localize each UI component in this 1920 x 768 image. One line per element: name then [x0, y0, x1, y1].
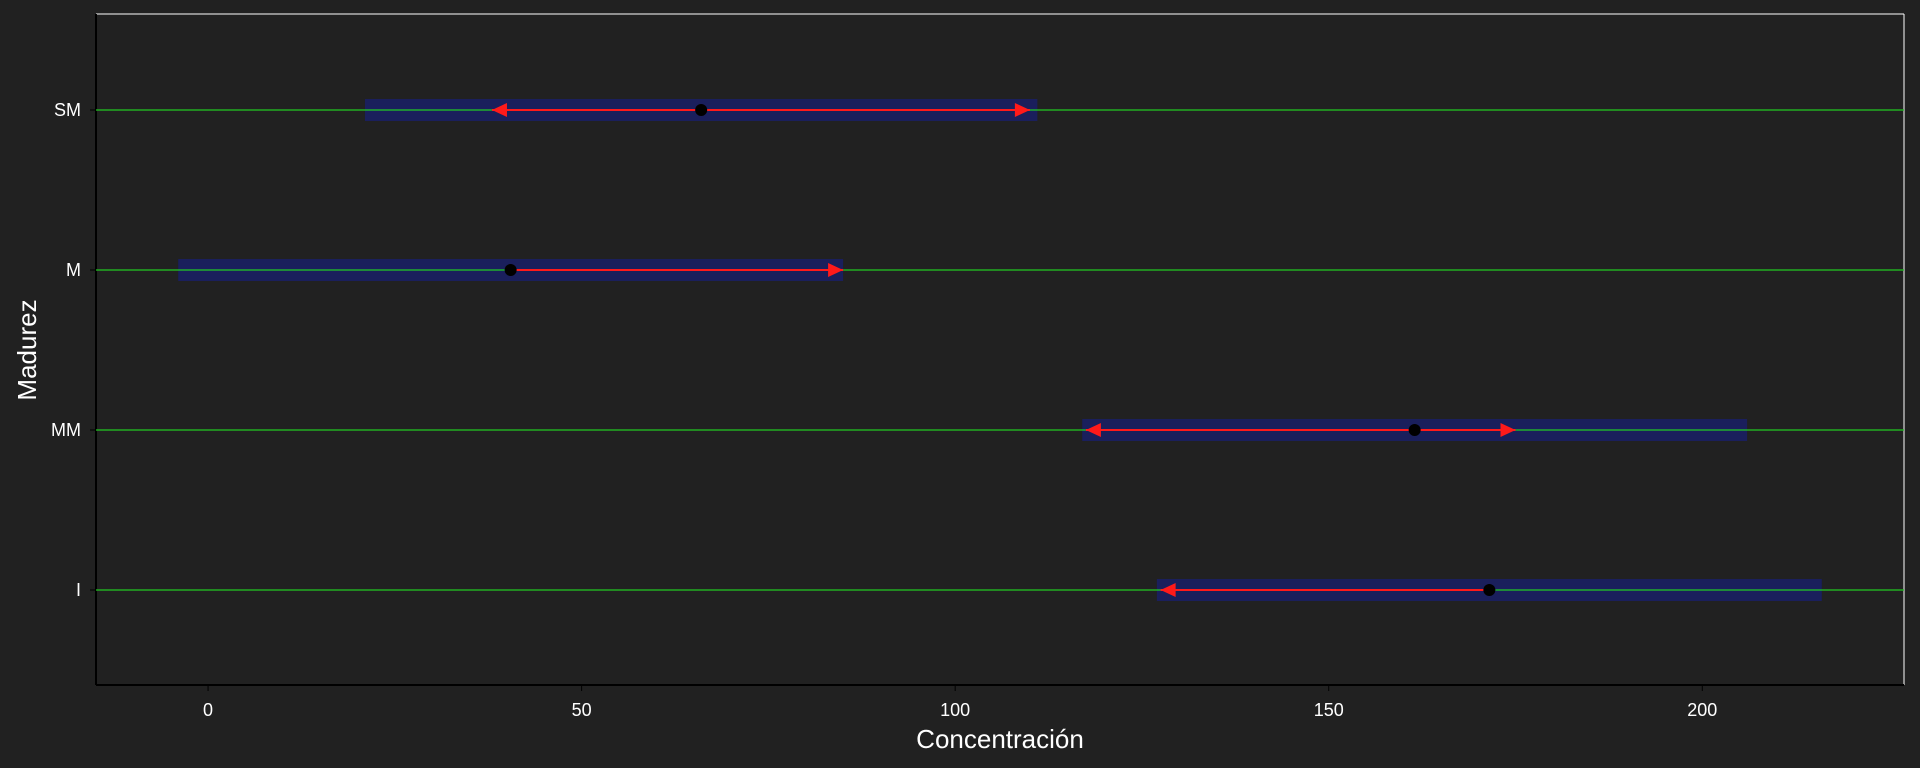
- y-tick-label: M: [66, 260, 81, 280]
- arrowhead-left: [1160, 583, 1176, 597]
- y-tick-label: SM: [54, 100, 81, 120]
- arrowhead-right: [1500, 423, 1516, 437]
- arrowhead-right: [1014, 103, 1030, 117]
- data-point: [1483, 584, 1496, 596]
- data-point: [1408, 424, 1421, 436]
- arrowhead-right: [828, 263, 844, 277]
- x-tick-label: 150: [1314, 700, 1344, 720]
- x-tick-label: 100: [940, 700, 970, 720]
- x-tick-label: 200: [1687, 700, 1717, 720]
- data-point: [504, 264, 517, 276]
- y-axis-title: Madurez: [12, 299, 42, 400]
- x-tick-label: 50: [572, 700, 592, 720]
- arrowhead-left: [491, 103, 507, 117]
- x-axis-title: Concentración: [916, 724, 1084, 754]
- data-point: [695, 104, 708, 116]
- y-tick-label: I: [76, 580, 81, 600]
- x-tick-label: 0: [203, 700, 213, 720]
- y-tick-label: MM: [51, 420, 81, 440]
- arrowhead-left: [1085, 423, 1101, 437]
